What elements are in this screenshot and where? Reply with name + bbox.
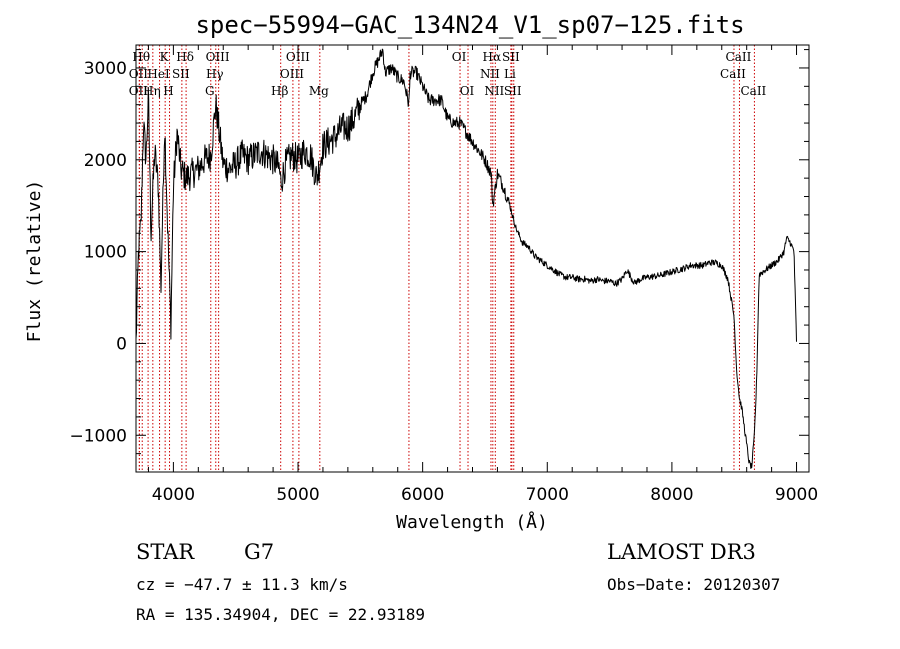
spectral-line-label: CaII <box>726 50 752 64</box>
x-tick-label: 8000 <box>650 485 693 505</box>
x-tick-label: 6000 <box>401 485 444 505</box>
y-axis-title: Flux (relative) <box>24 180 45 343</box>
x-tick-label: 4000 <box>152 485 195 505</box>
spectral-line-label: SII <box>502 50 520 64</box>
spectral-line-label: OIII <box>286 50 310 64</box>
spectral-line-label: HeI <box>147 67 170 81</box>
spectral-line-label: CaII <box>740 84 766 98</box>
spectral-line-label: Hα <box>483 50 502 64</box>
spectral-line-label: K <box>160 50 170 64</box>
spectral-line-label: CaII <box>720 67 746 81</box>
series-layer <box>135 48 797 469</box>
spectral-line-label: Mg <box>309 84 329 98</box>
spectral-line-label: H <box>163 84 173 98</box>
spectral-line-label: Hη <box>143 84 161 98</box>
survey-name: LAMOST DR3 <box>607 540 756 564</box>
y-tick-label: 3000 <box>84 59 127 79</box>
spectral-line-markers <box>138 45 755 472</box>
x-axis-title: Wavelength (Å) <box>396 511 548 533</box>
spectral-line-label: NII <box>480 67 500 81</box>
x-axis-ticks: 4000 5000 6000 7000 8000 9000 <box>147 45 818 505</box>
object-subclass: G7 <box>244 540 274 564</box>
spectral-line-label: Hδ <box>176 50 194 64</box>
y-axis-ticks: −1000 0 1000 2000 3000 <box>69 49 809 455</box>
spectral-line-label: SII <box>172 67 190 81</box>
spectral-line-label: Hβ <box>271 84 288 98</box>
obs-date: Obs−Date: 20120307 <box>607 575 780 594</box>
spectral-line-label: OI <box>460 84 475 98</box>
spectral-line-label: OI <box>452 50 467 64</box>
spectral-line-label: OIII <box>206 50 230 64</box>
spectral-line-label: SII <box>504 84 522 98</box>
y-tick-label: −1000 <box>69 426 127 446</box>
chart-title: spec−55994−GAC_134N24_V1_sp07−125.fits <box>195 11 744 39</box>
x-tick-label: 7000 <box>526 485 569 505</box>
spectral-line-label: NII <box>484 84 504 98</box>
y-tick-label: 1000 <box>84 243 127 263</box>
plot-frame <box>135 44 810 473</box>
y-tick-label: 0 <box>116 334 127 354</box>
spectral-line-label: G <box>205 84 215 98</box>
redshift-readout: cz = −47.7 ± 11.3 km/s <box>136 575 348 594</box>
y-tick-label: 2000 <box>84 151 127 171</box>
spectral-line-label: OIII <box>280 67 304 81</box>
spectral-line-label: OII <box>129 84 149 98</box>
x-tick-label: 9000 <box>775 485 818 505</box>
spectral-line-labels: HθOIIOIIHηHeIKHSIIHδGHγOIIIHβOIIIOIIIMgO… <box>129 50 767 98</box>
spectral-line-label: Li <box>504 67 516 81</box>
spectral-line-label: OII <box>129 67 149 81</box>
x-tick-label: 5000 <box>276 485 319 505</box>
spectral-line-label: Hθ <box>132 50 150 64</box>
object-class: STAR <box>136 540 195 564</box>
coordinates: RA = 135.34904, DEC = 22.93189 <box>136 605 425 624</box>
spectrum-series-line <box>135 48 797 469</box>
spectral-line-label: Hγ <box>206 67 224 81</box>
